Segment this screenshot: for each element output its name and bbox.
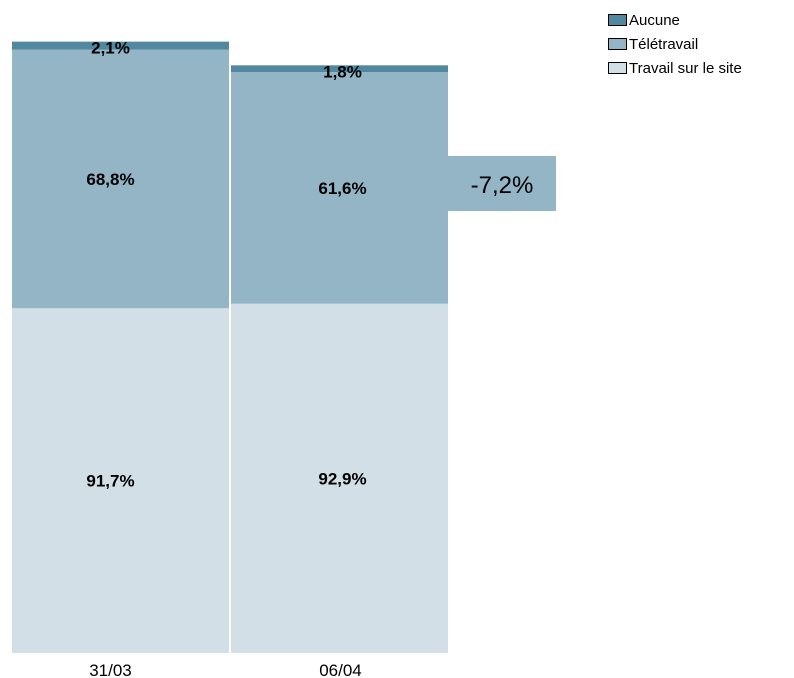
data-label: 92,9% <box>318 469 366 488</box>
data-label: 68,8% <box>86 170 134 189</box>
legend-swatch-teletravail <box>608 38 627 50</box>
data-label: 2,1% <box>91 39 130 58</box>
data-label: 1,8% <box>323 62 362 81</box>
bar-segment-aucune-0[interactable] <box>12 41 229 50</box>
bar-segment-travail-sur-le-site-1[interactable] <box>231 303 448 653</box>
delta-annotation-text: -7,2% <box>471 172 534 199</box>
category-label: 06/04 <box>319 661 362 678</box>
legend-swatch-travail-sur-le-site <box>608 62 627 74</box>
data-label: 91,7% <box>86 472 134 491</box>
legend-item-travail-sur-le-site[interactable]: Travail sur le site <box>608 56 742 80</box>
legend-label: Télétravail <box>629 35 699 53</box>
delta-annotation-box <box>448 156 556 211</box>
bar-segment-t-l-travail-1[interactable] <box>231 72 448 304</box>
bar-segment-aucune-1[interactable] <box>231 65 448 73</box>
legend-swatch-aucune <box>608 14 627 26</box>
legend-item-aucune[interactable]: Aucune <box>608 8 742 32</box>
category-label: 31/03 <box>89 661 132 678</box>
legend: Aucune Télétravail Travail sur le site <box>608 8 742 80</box>
legend-item-teletravail[interactable]: Télétravail <box>608 32 742 56</box>
legend-label: Aucune <box>629 11 680 29</box>
bar-segment-travail-sur-le-site-0[interactable] <box>12 308 229 653</box>
data-label: 61,6% <box>318 179 366 198</box>
bar-segment-t-l-travail-0[interactable] <box>12 49 229 309</box>
legend-label: Travail sur le site <box>629 59 742 77</box>
